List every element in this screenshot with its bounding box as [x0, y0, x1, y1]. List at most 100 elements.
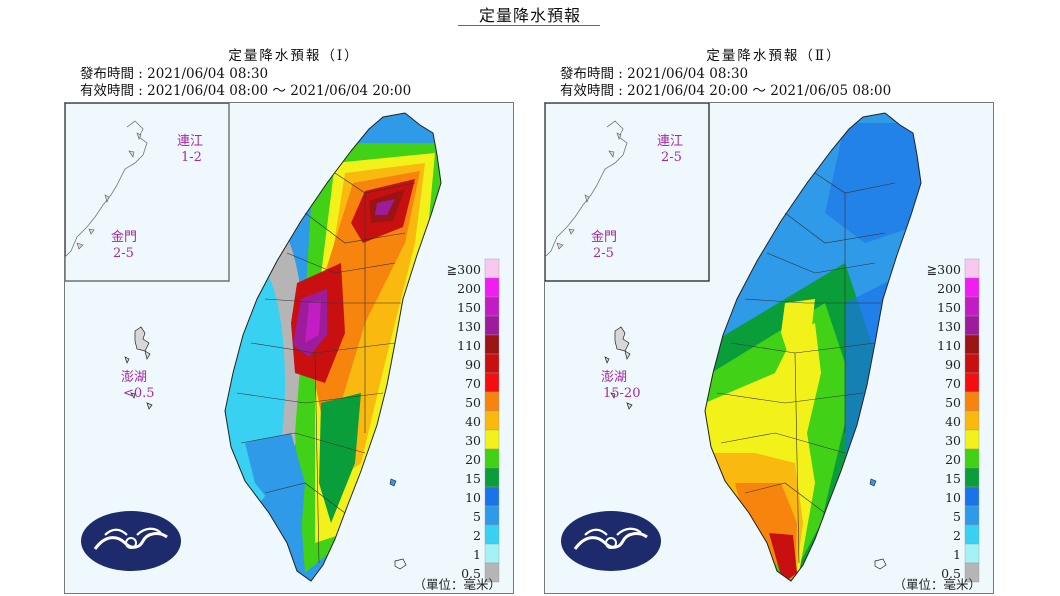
legend-swatch [484, 296, 500, 317]
legend-label: 90 [465, 357, 481, 372]
legend-swatch [484, 334, 500, 355]
legend-label: 150 [937, 300, 961, 315]
legend-swatch [964, 543, 980, 564]
lienchiang-label: 連江 [177, 134, 203, 149]
legend-swatch [964, 372, 980, 393]
legend-swatch [964, 448, 980, 469]
legend-label: 50 [465, 395, 481, 410]
legend-label: 1 [473, 547, 481, 562]
legend-label: 50 [945, 395, 961, 410]
forecast-panel-1: 定量降水預報（Ⅰ） 發布時間 : 2021/06/04 08:30 有效時間 :… [64, 46, 524, 594]
taiwan-rainfall-field [705, 113, 921, 581]
legend-label: 0.5 [461, 566, 481, 581]
legend-swatch [484, 353, 500, 374]
legend-swatch [484, 372, 500, 393]
orchid-island [874, 558, 887, 570]
island-shapes [556, 132, 622, 250]
legend-swatch [484, 429, 500, 450]
issue-time: 發布時間 : 2021/06/04 08:30 [80, 66, 269, 82]
legend-swatch [964, 277, 980, 298]
forecast-panel-2: 定量降水預報（Ⅱ） 發布時間 : 2021/06/04 08:30 有效時間 :… [544, 46, 1004, 594]
unit-label: （單位：毫米） [893, 577, 981, 592]
orchid-island [394, 558, 407, 570]
legend-label: 110 [937, 338, 961, 353]
island-shapes [76, 132, 142, 250]
legend-swatch [964, 334, 980, 355]
legend-label: 200 [937, 281, 961, 296]
legend-swatch [484, 543, 500, 564]
legend-swatch [484, 524, 500, 545]
panel-title: 定量降水預報（Ⅰ） [228, 48, 360, 64]
legend-label: 15 [945, 471, 961, 486]
legend-swatch [964, 353, 980, 374]
legend-label: 30 [465, 433, 481, 448]
legend-swatch [964, 524, 980, 545]
lienchiang-label: 連江 [657, 134, 683, 149]
legend-label: 10 [465, 490, 481, 505]
legend-label: 40 [945, 414, 961, 429]
legend-swatch [484, 315, 500, 336]
kinmen-label: 金門 [591, 229, 617, 245]
legend-label: 130 [937, 319, 961, 334]
legend-label: 200 [457, 281, 481, 296]
valid-time: 有效時間 : 2021/06/04 08:00 ～ 2021/06/04 20:… [80, 83, 412, 99]
kinmen-label: 金門 [111, 229, 137, 245]
county-boundaries [236, 172, 416, 564]
valid-time: 有效時間 : 2021/06/04 20:00 ～ 2021/06/05 08:… [560, 83, 892, 99]
legend-label: 5 [473, 509, 481, 524]
mainland-coast [545, 120, 628, 258]
lienchiang-value: 1-2 [181, 150, 202, 165]
legend-label: 5 [953, 509, 961, 524]
taiwan-rainfall-field [225, 113, 441, 581]
map-svg: 連江 1-2 金門 2-5 澎湖 <0.5 [65, 103, 501, 592]
legend-swatch [964, 467, 980, 488]
cwb-logo [561, 511, 661, 571]
legend-swatch [964, 391, 980, 412]
page-title: 定量降水預報 [478, 6, 581, 25]
legend-label: 70 [465, 376, 481, 391]
cwb-logo [81, 511, 181, 571]
penghu-value: <0.5 [123, 386, 155, 401]
title-underline [458, 25, 600, 26]
penghu-value: 15-20 [603, 386, 640, 401]
legend-label: 1 [953, 547, 961, 562]
legend-label: 70 [945, 376, 961, 391]
legend-label: 2 [953, 528, 961, 543]
county-boundaries [716, 172, 896, 564]
legend-label: 40 [465, 414, 481, 429]
lienchiang-value: 2-5 [661, 150, 682, 165]
taiwan-outline [224, 112, 442, 582]
legend-label: ≧300 [927, 262, 961, 277]
legend-swatch [964, 296, 980, 317]
legend-swatch [484, 277, 500, 298]
legend-label: 15 [465, 471, 481, 486]
legend-swatch [964, 505, 980, 526]
panel-title: 定量降水預報（Ⅱ） [706, 48, 842, 64]
legend-swatch [484, 505, 500, 526]
unit-label: （單位：毫米） [413, 577, 501, 592]
rainfall-map[interactable]: 連江 2-5 金門 2-5 澎湖 15-20 [544, 102, 994, 594]
legend-swatch [484, 410, 500, 431]
rainfall-legend: ≧300 200 150 130 110 90 70 50 40 30 20 1… [447, 258, 500, 583]
rainfall-legend: ≧300 200 150 130 110 90 70 50 40 30 20 1… [927, 258, 980, 583]
legend-swatch [964, 410, 980, 431]
legend-label: 30 [945, 433, 961, 448]
legend-swatch [484, 467, 500, 488]
legend-label: 20 [945, 452, 961, 467]
issue-time: 發布時間 : 2021/06/04 08:30 [560, 66, 749, 82]
legend-swatch [964, 562, 980, 583]
legend-label: 150 [457, 300, 481, 315]
legend-swatch [964, 258, 980, 279]
legend-label: 10 [945, 490, 961, 505]
legend-swatch [964, 315, 980, 336]
outlying-islands-inset [65, 103, 230, 282]
legend-swatch [484, 562, 500, 583]
legend-label: 90 [945, 357, 961, 372]
legend-swatch [964, 429, 980, 450]
map-svg: 連江 2-5 金門 2-5 澎湖 15-20 [545, 103, 981, 592]
kinmen-value: 2-5 [593, 246, 614, 261]
penghu-label: 澎湖 [121, 370, 147, 385]
rainfall-map[interactable]: 連江 1-2 金門 2-5 澎湖 <0.5 [64, 102, 514, 594]
penghu-islands [604, 326, 633, 410]
green-island [869, 478, 877, 487]
